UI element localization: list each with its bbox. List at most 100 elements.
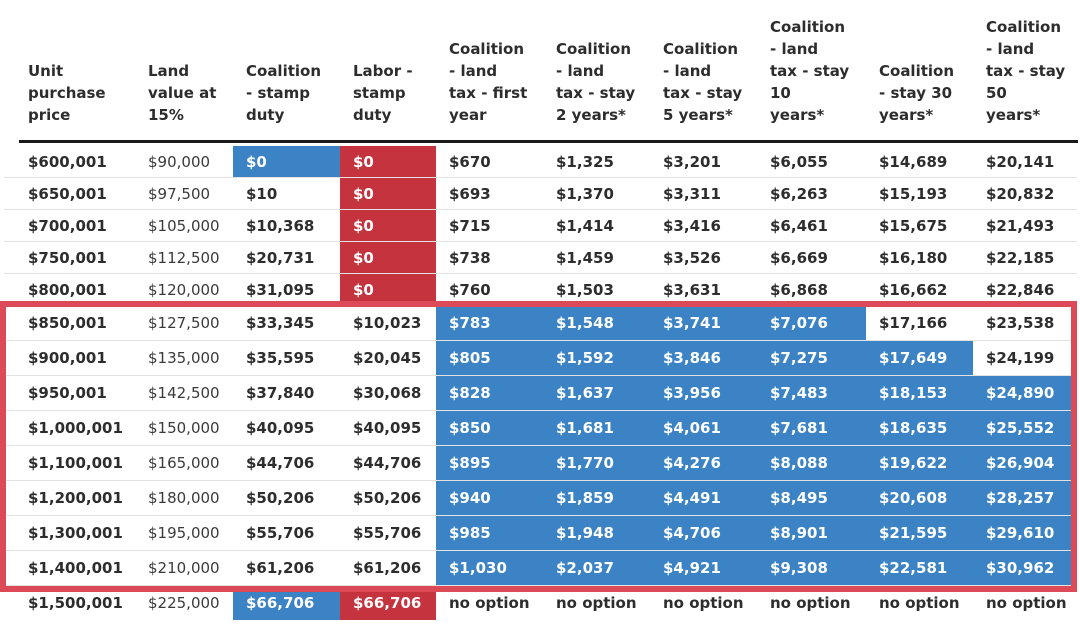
table-cell: $4,061	[650, 411, 757, 446]
table-cell: $4,276	[650, 446, 757, 481]
table-cell: $24,199	[973, 341, 1077, 376]
header-rule	[19, 140, 1078, 143]
column-header: Coalition - land tax - stay 5 years*	[663, 40, 743, 124]
table-cell: $35,595	[233, 341, 340, 376]
table-cell: $7,275	[757, 341, 866, 376]
table-cell: $6,461	[757, 210, 866, 242]
table-cell: $3,631	[650, 274, 757, 306]
table-cell: $1,100,001	[4, 446, 135, 481]
table-row: $1,500,001 $225,000 $66,706 $66,706 no optio…	[4, 586, 1077, 620]
table-cell: $180,000	[135, 481, 233, 516]
table-cell: $16,662	[866, 274, 973, 306]
table-row: $1,400,001 $210,000 $61,206 $61,206 $1,030 $2…	[4, 551, 1077, 586]
table-cell: $985	[436, 516, 543, 551]
table-cell: $28,257	[973, 481, 1077, 516]
table-cell: $50,206	[340, 481, 436, 516]
table-cell: $18,153	[866, 376, 973, 411]
table-cell: $19,622	[866, 446, 973, 481]
table-cell: $6,669	[757, 242, 866, 274]
column-header: Coalition - land tax - stay 50 years*	[986, 18, 1066, 124]
table-cell: $66,706	[233, 586, 340, 620]
table-cell: $10,368	[233, 210, 340, 242]
table-body: $600,001 $90,000 $0 $0 $670 $1,325 $3,201 $6,05…	[4, 146, 1077, 620]
table-cell: $1,400,001	[4, 551, 135, 586]
table-cell: no option	[986, 594, 1067, 612]
table-cell: $44,706	[233, 446, 340, 481]
table-cell: $0	[233, 146, 340, 178]
table-cell: $22,581	[866, 551, 973, 586]
table-cell: $26,904	[973, 446, 1077, 481]
table-cell: $0	[340, 274, 436, 306]
table-cell: $29,610	[973, 516, 1077, 551]
table-cell: $20,731	[233, 242, 340, 274]
table-cell: $18,635	[866, 411, 973, 446]
table-cell: $25,552	[973, 411, 1077, 446]
table-cell: no option	[449, 594, 530, 612]
table-cell: $10,023	[340, 306, 436, 341]
table-cell: $21,595	[866, 516, 973, 551]
table-cell: $0	[340, 146, 436, 178]
table-cell: $1,370	[543, 178, 650, 210]
table-cell: no option	[556, 594, 637, 612]
table-cell: $31,095	[233, 274, 340, 306]
table-cell: $55,706	[233, 516, 340, 551]
table-cell: $97,500	[135, 178, 233, 210]
table-cell: $700,001	[4, 210, 135, 242]
table-cell: $210,000	[135, 551, 233, 586]
header-row: Unit purchase price Land value at 15% Coal…	[4, 0, 1077, 136]
table-row: $1,000,001 $150,000 $40,095 $40,095 $850 $1,6…	[4, 411, 1077, 446]
table-cell: $16,180	[866, 242, 973, 274]
table-cell: $738	[436, 242, 543, 274]
table-cell: $8,901	[757, 516, 866, 551]
table-row: $950,001 $142,500 $37,840 $30,068 $828 $1,637…	[4, 376, 1077, 411]
table-cell: $142,500	[135, 376, 233, 411]
table-cell: $1,300,001	[4, 516, 135, 551]
table-cell: $21,493	[973, 210, 1077, 242]
table-cell: $1,200,001	[4, 481, 135, 516]
table-cell: $20,608	[866, 481, 973, 516]
table-row: $1,200,001 $180,000 $50,206 $50,206 $940 $1,8…	[4, 481, 1077, 516]
table-cell: $23,538	[973, 306, 1077, 341]
table-cell: $17,649	[866, 341, 973, 376]
table-cell: $3,741	[650, 306, 757, 341]
table-cell: $22,185	[973, 242, 1077, 274]
table-cell: $4,491	[650, 481, 757, 516]
table-cell: $850,001	[4, 306, 135, 341]
table-cell: no option	[770, 594, 851, 612]
table-cell: $1,859	[543, 481, 650, 516]
table-cell: $33,345	[233, 306, 340, 341]
table-cell: $14,689	[866, 146, 973, 178]
table-cell: no option	[879, 594, 960, 612]
column-header: Coalition - stamp duty	[246, 62, 322, 124]
table-cell: $1,459	[543, 242, 650, 274]
table-cell: $55,706	[340, 516, 436, 551]
table-cell: $90,000	[135, 146, 233, 178]
table-cell: $30,068	[340, 376, 436, 411]
table-cell: $135,000	[135, 341, 233, 376]
table-cell: $40,095	[233, 411, 340, 446]
table-cell: $20,141	[973, 146, 1077, 178]
table-cell: $150,000	[135, 411, 233, 446]
table-cell: $1,500,001	[28, 594, 123, 612]
table-cell: $1,000,001	[4, 411, 135, 446]
table-cell: $6,055	[757, 146, 866, 178]
table-cell: $44,706	[340, 446, 436, 481]
table-cell: $693	[436, 178, 543, 210]
table-cell: $1,503	[543, 274, 650, 306]
table-cell: $225,000	[148, 594, 220, 612]
table-cell: $828	[436, 376, 543, 411]
table-cell: $7,681	[757, 411, 866, 446]
table-cell: $9,308	[757, 551, 866, 586]
table-cell: $940	[436, 481, 543, 516]
table-cell: $1,948	[543, 516, 650, 551]
table-cell: $1,325	[543, 146, 650, 178]
table-cell: $61,206	[340, 551, 436, 586]
table-cell: $50,206	[233, 481, 340, 516]
table-cell: $1,548	[543, 306, 650, 341]
column-header: Coalition - land tax - stay 10 years*	[770, 18, 850, 124]
table-cell: $1,592	[543, 341, 650, 376]
table-row: $750,001 $112,500 $20,731 $0 $738 $1,459 $3,52…	[4, 242, 1077, 274]
table-cell: $17,166	[866, 306, 973, 341]
table-cell: $800,001	[4, 274, 135, 306]
